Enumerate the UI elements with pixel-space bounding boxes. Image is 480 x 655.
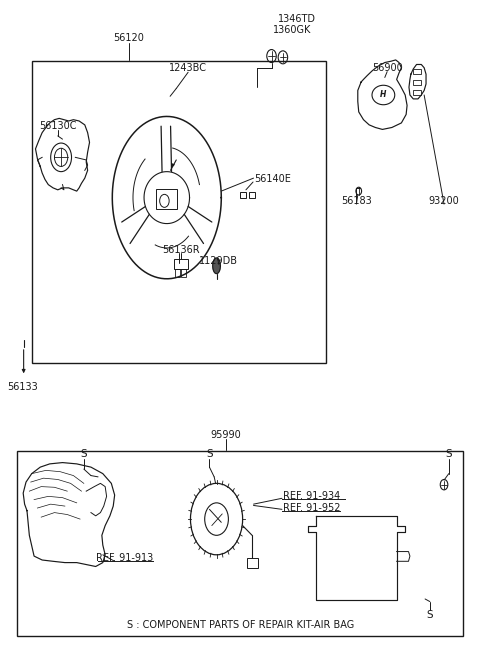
Text: S: S: [445, 449, 452, 459]
Text: 1346TD: 1346TD: [278, 14, 316, 24]
Text: 56136R: 56136R: [162, 244, 200, 255]
Text: 95990: 95990: [211, 430, 241, 440]
Text: 56183: 56183: [341, 196, 372, 206]
Text: REF. 91-934: REF. 91-934: [283, 491, 340, 501]
Text: 56140E: 56140E: [254, 174, 291, 185]
Bar: [17, 451, 463, 636]
Bar: [240, 192, 246, 198]
Bar: [32, 61, 325, 364]
Text: 56130C: 56130C: [39, 121, 76, 131]
Bar: [181, 269, 186, 277]
Bar: [156, 189, 177, 210]
Text: 1243BC: 1243BC: [169, 63, 207, 73]
Text: 93200: 93200: [429, 196, 459, 206]
Text: S: S: [427, 610, 433, 620]
Text: REF. 91-913: REF. 91-913: [96, 553, 153, 563]
Polygon shape: [213, 258, 220, 274]
Text: 56900: 56900: [372, 63, 403, 73]
Bar: [175, 269, 180, 277]
Text: 1129DB: 1129DB: [199, 255, 239, 266]
Text: S: S: [206, 449, 213, 459]
Bar: [413, 80, 421, 84]
Text: 56133: 56133: [7, 383, 37, 392]
Text: 56120: 56120: [113, 33, 144, 43]
Bar: [249, 192, 255, 198]
Text: S: S: [81, 449, 87, 459]
Text: 1360GK: 1360GK: [274, 25, 312, 35]
Bar: [247, 558, 258, 568]
Bar: [413, 69, 421, 73]
Bar: [413, 90, 421, 95]
Text: S : COMPONENT PARTS OF REPAIR KIT-AIR BAG: S : COMPONENT PARTS OF REPAIR KIT-AIR BA…: [127, 620, 354, 630]
Text: H: H: [380, 90, 386, 100]
Bar: [174, 259, 188, 269]
Text: REF. 91-952: REF. 91-952: [283, 503, 340, 513]
